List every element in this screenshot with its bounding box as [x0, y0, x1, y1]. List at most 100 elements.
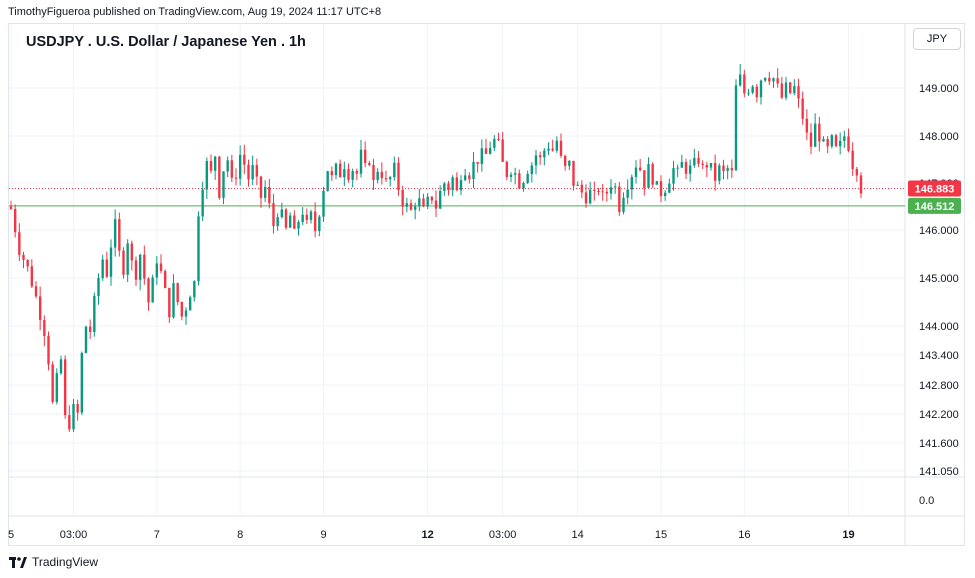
candle [359, 139, 363, 178]
candle [505, 160, 509, 181]
candle [718, 163, 721, 185]
y-tick-label: 142.200 [919, 409, 959, 421]
candle [180, 301, 184, 321]
candle [618, 181, 621, 216]
candle [338, 159, 342, 178]
candle [497, 132, 500, 141]
candle [688, 159, 692, 182]
candle [826, 136, 829, 154]
candle [351, 168, 354, 188]
candle [526, 170, 529, 185]
candle [455, 172, 459, 192]
candle [647, 157, 650, 188]
candle [663, 190, 667, 201]
candle [438, 185, 442, 210]
candle [755, 83, 759, 103]
candle [376, 168, 379, 184]
candle [326, 170, 329, 192]
candle [59, 355, 63, 375]
candle [730, 159, 734, 179]
candle [597, 187, 600, 196]
candle [613, 182, 617, 194]
candle [459, 175, 463, 196]
candle [138, 253, 142, 291]
currency-button[interactable]: JPY [913, 28, 961, 50]
candle [801, 91, 804, 125]
candle [493, 135, 496, 151]
candle [768, 71, 771, 85]
candle [543, 147, 546, 166]
candle [484, 138, 488, 155]
candle [859, 172, 863, 198]
candle [747, 88, 750, 96]
candle [143, 245, 146, 285]
candle [272, 194, 275, 234]
candle [818, 116, 821, 152]
x-tick-label: 7 [154, 529, 160, 541]
candle [522, 181, 525, 192]
candle [722, 159, 725, 180]
candle [318, 214, 321, 237]
candle [147, 277, 150, 311]
y-tick-label: 141.600 [919, 438, 959, 450]
last-price-badge: 146.883 [908, 180, 961, 197]
support-line-badge-label: 146.512 [915, 201, 955, 213]
candle [405, 197, 409, 213]
candle [159, 254, 163, 274]
candle [168, 287, 171, 323]
candle [809, 123, 813, 155]
candle [9, 200, 13, 211]
candle [651, 162, 654, 188]
candle [430, 196, 434, 205]
candle [709, 162, 713, 171]
y-tick-label: 141.050 [919, 466, 959, 478]
candle [655, 180, 659, 185]
candle [622, 192, 625, 215]
candle [388, 175, 392, 187]
candle [63, 355, 67, 419]
candle [363, 141, 367, 168]
candle [209, 154, 213, 174]
candle [197, 211, 200, 286]
candle [151, 274, 154, 303]
candle [22, 251, 25, 269]
time-axis[interactable]: 5 03:00 7 8 9 12 03:00 14 15 16 19 [8, 529, 855, 541]
footer-brand[interactable]: TradingView [9, 555, 98, 569]
candle [13, 204, 17, 238]
candle [118, 212, 121, 257]
price-axis[interactable]: 141.050 141.600 142.200 142.800 143.400 144.0… [919, 83, 959, 507]
candle [234, 168, 238, 186]
candle [672, 160, 675, 191]
candle [334, 162, 338, 180]
candle [355, 168, 359, 181]
last-price-badge-label: 146.883 [915, 183, 955, 195]
candle [305, 208, 309, 225]
candle [113, 209, 117, 257]
footer-brand-label: TradingView [32, 555, 99, 569]
candle [822, 136, 825, 142]
candle [268, 178, 271, 209]
candle [568, 160, 571, 171]
candle [276, 213, 279, 231]
candle [488, 141, 492, 155]
candle [538, 151, 542, 165]
candle [322, 186, 325, 222]
candle [26, 259, 29, 272]
candle [559, 133, 563, 158]
candle [347, 163, 350, 183]
candle [288, 212, 292, 228]
candle [797, 78, 800, 108]
candle [601, 184, 604, 201]
candle [397, 157, 400, 196]
candle [638, 158, 642, 172]
candle [293, 210, 296, 230]
candle [793, 79, 796, 96]
candle [226, 156, 229, 178]
candle [72, 398, 75, 432]
candle [55, 368, 59, 405]
x-tick-label: 14 [572, 529, 584, 541]
y-tick-label: 148.000 [919, 131, 959, 143]
candle [409, 199, 413, 211]
candle [593, 181, 596, 201]
